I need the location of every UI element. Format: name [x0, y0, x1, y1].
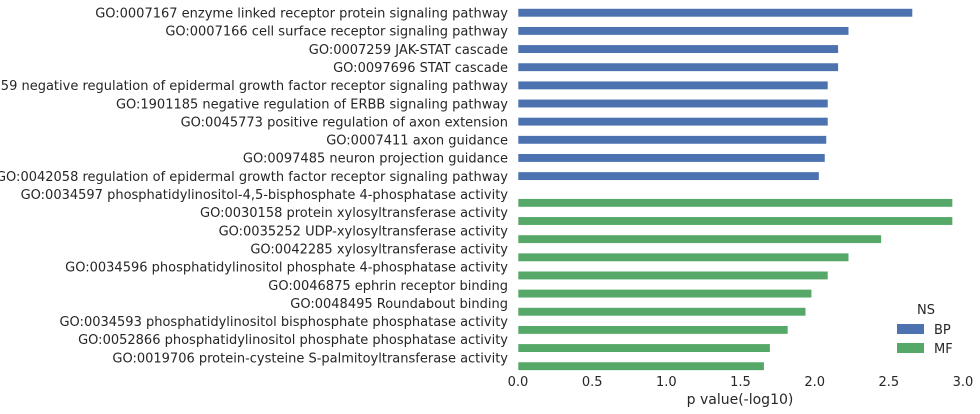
- category-label: GO:0048495 Roundabout binding: [290, 297, 508, 312]
- x-tick-label: 1.0: [656, 375, 677, 390]
- category-label: GO:0042059 negative regulation of epider…: [0, 79, 508, 94]
- bar-bp-6: [517, 117, 829, 127]
- x-axis-title: p value(-log10): [687, 392, 794, 408]
- bar-mf-12: [517, 234, 882, 244]
- category-label: GO:0034596 phosphatidylinositol phosphat…: [65, 261, 508, 276]
- category-label: GO:0034593 phosphatidylinositol bisphosp…: [59, 315, 508, 330]
- category-label: GO:0097696 STAT cascade: [333, 61, 508, 76]
- bar-bp-5: [517, 98, 829, 109]
- legend-swatch-mf: [897, 343, 924, 353]
- bar-mf-19: [517, 361, 765, 371]
- bars-layer: [517, 8, 953, 371]
- category-label: GO:0007259 JAK-STAT cascade: [309, 43, 508, 58]
- bar-mf-13: [517, 252, 850, 262]
- bar-mf-10: [517, 198, 953, 208]
- bar-bp-4: [517, 80, 829, 90]
- legend-label-mf: MF: [934, 342, 953, 357]
- category-label: GO:0042058 regulation of epidermal growt…: [0, 170, 508, 185]
- category-label: GO:0007166 cell surface receptor signali…: [165, 25, 508, 40]
- x-tick-label: 0.0: [508, 375, 529, 390]
- category-label: GO:0007411 axon guidance: [326, 134, 508, 149]
- bar-bp-8: [517, 153, 826, 163]
- category-label: GO:0042285 xylosyltransferase activity: [250, 242, 508, 257]
- bar-mf-17: [517, 325, 789, 335]
- category-label: GO:0034597 phosphatidylinositol-4,5-bisp…: [21, 188, 509, 203]
- category-label: GO:1901185 negative regulation of ERBB s…: [116, 97, 508, 112]
- x-tick-label: 1.5: [730, 375, 751, 390]
- category-label: GO:0030158 protein xylosyltransferase ac…: [200, 206, 508, 221]
- bar-bp-2: [517, 44, 839, 54]
- bar-bp-3: [517, 62, 839, 72]
- legend-swatch-bp: [897, 324, 924, 334]
- category-labels: GO:0007167 enzyme linked receptor protei…: [0, 7, 508, 367]
- category-label: GO:0045773 positive regulation of axon e…: [181, 115, 508, 130]
- bar-mf-15: [517, 289, 813, 299]
- x-tick-label: 2.5: [878, 375, 899, 390]
- bar-bp-1: [517, 26, 850, 36]
- category-label: GO:0097485 neuron projection guidance: [243, 152, 508, 167]
- x-axis-ticks: 0.0 0.5 1.0 1.5 2.0 2.5 3.0: [508, 375, 974, 390]
- bar-mf-14: [517, 270, 829, 281]
- category-label: GO:0019706 protein-cysteine S-palmitoylt…: [112, 351, 508, 366]
- category-label: GO:0046875 ephrin receptor binding: [268, 279, 508, 294]
- x-tick-label: 3.0: [953, 375, 974, 390]
- category-label: GO:0007167 enzyme linked receptor protei…: [95, 7, 508, 22]
- legend: NS BP MF: [897, 303, 953, 357]
- legend-label-bp: BP: [934, 323, 951, 338]
- category-label: GO:0052866 phosphatidylinositol phosphat…: [78, 333, 508, 348]
- bar-mf-16: [517, 307, 807, 317]
- bar-bp-9: [517, 171, 820, 181]
- legend-title: NS: [917, 303, 935, 318]
- legend-entries: BP MF: [897, 323, 953, 357]
- bar-bp-0: [517, 8, 913, 18]
- bar-mf-18: [517, 343, 771, 353]
- bar-mf-11: [517, 216, 953, 226]
- bar-bp-7: [517, 135, 827, 145]
- category-label: GO:0035252 UDP-xylosyltransferase activi…: [219, 224, 509, 239]
- x-tick-label: 0.5: [582, 375, 603, 390]
- x-tick-label: 2.0: [804, 375, 825, 390]
